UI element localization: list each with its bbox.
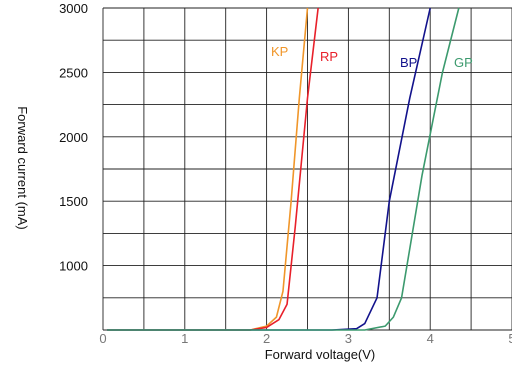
x-tick-label: 4 [427, 331, 434, 346]
series-labels: KP RP BP GP [271, 44, 473, 70]
series-label-kp: KP [271, 44, 288, 59]
y-tick-label: 1000 [59, 259, 88, 274]
series-lines [107, 7, 460, 331]
x-tick-label: 2 [263, 331, 270, 346]
y-axis-label: Forward current (mA) [15, 106, 30, 230]
y-tick-label: 1500 [59, 194, 88, 209]
y-tick-label: 3000 [59, 1, 88, 16]
y-tick-label: 2000 [59, 130, 88, 145]
x-tick-label: 3 [345, 331, 352, 346]
series-label-rp: RP [320, 49, 338, 64]
x-tick-label: 0 [99, 331, 106, 346]
series-label-bp: BP [400, 55, 417, 70]
y-tick-label: 2500 [59, 65, 88, 80]
x-tick-label: 1 [181, 331, 188, 346]
grid-lines [102, 7, 512, 331]
series-line-gp [107, 7, 460, 331]
x-tick-labels: 0 1 2 3 4 5 [99, 331, 512, 346]
series-label-gp: GP [454, 55, 473, 70]
y-tick-labels: 1000 1500 2000 2500 3000 [59, 1, 88, 274]
x-axis-label: Forward voltage(V) [265, 347, 376, 362]
x-tick-label: 5 [508, 331, 512, 346]
